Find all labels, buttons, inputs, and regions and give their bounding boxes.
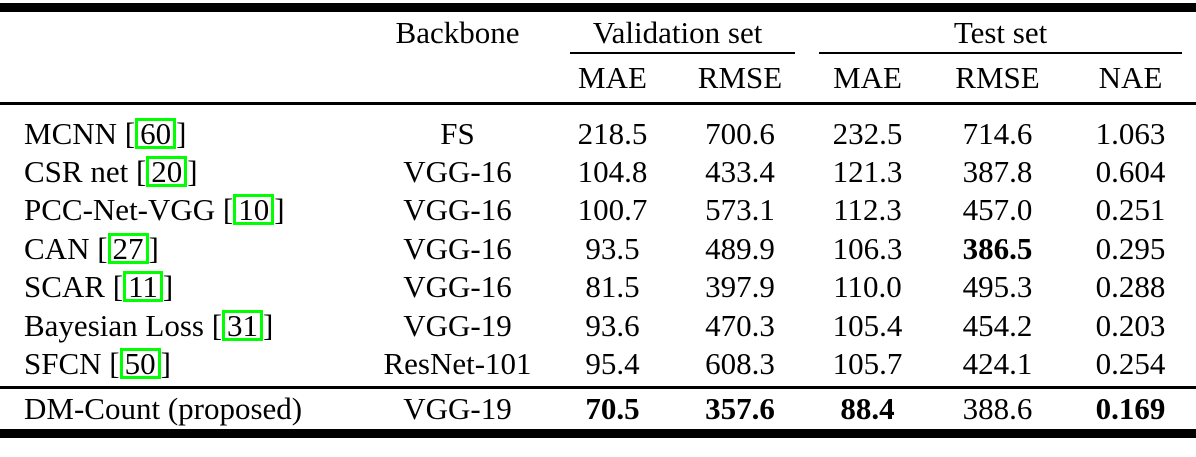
cell-val-mae: 104.8 — [577, 153, 648, 189]
table-row: SCAR [11] VGG-16 81.5 397.9 110.0 495.3 0.288 — [0, 268, 1196, 307]
cell-test-mae: 110.0 — [833, 269, 902, 305]
cell-backbone: VGG-16 — [403, 269, 512, 305]
cell-test-rmse: 714.6 — [962, 116, 1033, 151]
method-name: Bayesian Loss — [24, 307, 204, 343]
citation-link[interactable]: 10 — [233, 194, 275, 226]
citation-link[interactable]: 27 — [107, 232, 149, 264]
cell-val-rmse: 573.1 — [705, 192, 775, 228]
method-name: SCAR — [24, 269, 105, 305]
header-metric-row: MAE RMSE MAE RMSE NAE — [0, 53, 1196, 105]
method-cell: SFCN [50] — [24, 345, 171, 381]
cell-nae: 0.254 — [1095, 345, 1166, 381]
validation-set-group-header: Validation set — [550, 8, 805, 54]
table-row: Bayesian Loss [31] VGG-19 93.6 470.3 105.4 45… — [0, 306, 1196, 345]
cell-backbone: VGG-19 — [403, 307, 512, 343]
cell-nae: 0.295 — [1095, 230, 1166, 266]
cell-test-mae: 106.3 — [832, 230, 903, 266]
cell-test-mae: 88.4 — [805, 385, 931, 433]
cell-val-rmse: 700.6 — [705, 116, 775, 151]
table-row: PCC-Net-VGG [10] VGG-16 100.7 573.1 112.3 457… — [0, 191, 1196, 230]
cell-val-mae: 95.4 — [585, 345, 640, 381]
table-row: CAN [27] VGG-16 93.5 489.9 106.3 386.5 0.295 — [0, 229, 1196, 268]
cell-test-mae: 112.3 — [833, 192, 902, 228]
method-name: CAN — [24, 230, 90, 266]
method-name: MCNN — [24, 116, 118, 151]
cell-test-rmse: 388.6 — [930, 385, 1066, 433]
cell-nae: 0.169 — [1065, 385, 1196, 433]
cell-val-rmse: 433.4 — [705, 153, 775, 189]
cell-test-mae: 121.3 — [832, 153, 903, 189]
cell-nae: 0.251 — [1095, 192, 1166, 228]
cell-val-mae: 93.5 — [585, 230, 640, 266]
method-name: CSR net — [24, 153, 129, 189]
table-row: CSR net [20] VGG-16 104.8 433.4 121.3 387.8 0.… — [0, 152, 1196, 191]
table-row: SFCN [50] ResNet-101 95.4 608.3 105.7 424.1 0.… — [0, 345, 1196, 388]
cell-test-rmse: 424.1 — [962, 345, 1033, 381]
cell-backbone: VGG-16 — [403, 192, 512, 228]
cell-backbone: VGG-16 — [403, 153, 512, 189]
table-row: MCNN [60] FS 218.5 700.6 232.5 714.6 1.063 — [0, 104, 1196, 153]
cell-nae: 0.203 — [1095, 307, 1166, 343]
method-name: DM-Count (proposed) — [24, 391, 303, 426]
empty-header-cell — [0, 53, 365, 105]
method-cell: CAN [27] — [24, 230, 159, 266]
cell-val-mae: 81.5 — [585, 269, 640, 305]
cell-test-rmse: 387.8 — [962, 153, 1033, 189]
method-cell: Bayesian Loss [31] — [24, 307, 274, 343]
cell-val-mae: 218.5 — [577, 116, 648, 151]
results-table: Backbone Validation set Test set MAE RMS… — [0, 3, 1196, 438]
cell-val-rmse: 608.3 — [705, 345, 775, 381]
cell-nae: 0.604 — [1095, 153, 1166, 189]
backbone-column-header: Backbone — [395, 15, 520, 51]
test-nae-column-header: NAE — [1065, 53, 1196, 105]
cell-val-mae: 93.6 — [585, 307, 640, 343]
header-group-row: Backbone Validation set Test set — [0, 8, 1196, 54]
cell-test-mae: 105.7 — [832, 345, 903, 381]
cell-nae: 1.063 — [1095, 116, 1166, 151]
cell-backbone: VGG-19 — [365, 385, 550, 433]
cell-val-rmse: 357.6 — [675, 385, 806, 433]
cell-test-rmse: 454.2 — [962, 307, 1033, 343]
method-cell: CSR net [20] — [24, 153, 198, 189]
table-row-proposed: DM-Count (proposed) VGG-19 70.5 357.6 88.4 38… — [0, 385, 1196, 433]
cell-test-mae: 232.5 — [832, 116, 903, 151]
cell-nae: 0.288 — [1095, 269, 1166, 305]
test-set-label: Test set — [953, 15, 1048, 51]
val-mae-column-header: MAE — [550, 53, 675, 105]
cell-backbone: ResNet-101 — [383, 345, 532, 381]
method-name: SFCN — [24, 345, 102, 381]
cell-val-rmse: 470.3 — [705, 307, 775, 343]
cell-val-mae: 100.7 — [577, 192, 648, 228]
citation-link[interactable]: 60 — [135, 118, 177, 149]
citation-link[interactable]: 11 — [123, 271, 163, 303]
cell-test-mae: 105.4 — [832, 307, 903, 343]
cell-backbone: VGG-16 — [403, 230, 512, 266]
method-name: PCC-Net-VGG — [24, 192, 216, 228]
citation-link[interactable]: 20 — [146, 155, 188, 187]
cell-val-rmse: 489.9 — [705, 230, 775, 266]
validation-set-label: Validation set — [592, 15, 763, 51]
cell-test-rmse: 386.5 — [962, 230, 1033, 266]
method-cell: MCNN [60] — [24, 116, 187, 151]
test-mae-column-header: MAE — [805, 53, 931, 105]
cell-val-rmse: 397.9 — [705, 269, 775, 305]
empty-header-cell — [365, 53, 550, 105]
citation-link[interactable]: 31 — [222, 309, 264, 341]
citation-link[interactable]: 50 — [119, 347, 161, 379]
cell-test-rmse: 495.3 — [962, 269, 1033, 305]
test-set-group-header: Test set — [805, 8, 1196, 54]
cell-test-rmse: 457.0 — [962, 192, 1033, 228]
method-cell: SCAR [11] — [24, 269, 174, 305]
cell-val-mae: 70.5 — [550, 385, 675, 433]
table-body: MCNN [60] FS 218.5 700.6 232.5 714.6 1.063 CSR … — [0, 104, 1196, 433]
method-cell: DM-Count (proposed) — [0, 385, 365, 433]
method-cell: PCC-Net-VGG [10] — [24, 192, 285, 228]
method-column-header-empty — [0, 8, 365, 54]
val-rmse-column-header: RMSE — [675, 53, 806, 105]
test-rmse-column-header: RMSE — [930, 53, 1066, 105]
cell-backbone: FS — [440, 116, 475, 151]
